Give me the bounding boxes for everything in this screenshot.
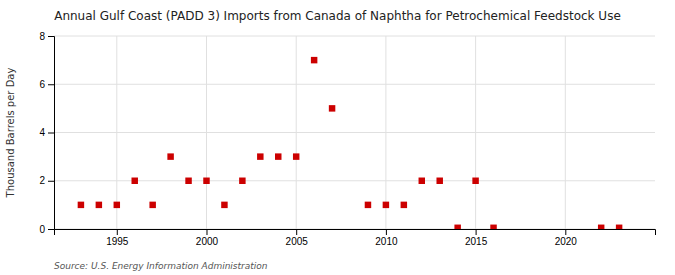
- x-axis: 1995 2000 2005 2010 2015 2020: [55, 229, 656, 247]
- y-grid-line: [54, 132, 655, 133]
- x-tick-label: 2010: [375, 236, 398, 247]
- x-tick-label: 2000: [196, 236, 219, 247]
- x-tick-label: 2005: [286, 236, 309, 247]
- x-tick: 2005: [286, 229, 309, 247]
- point: [167, 153, 173, 159]
- x-tick-mark: [296, 229, 297, 235]
- chart: 1995 2000 2005 2010 2015 2020 0 2 4 6 8 Annual Gulf…: [0, 0, 675, 275]
- y-tick-mark: [48, 181, 54, 182]
- point: [616, 225, 622, 229]
- y-tick: 6: [39, 79, 54, 90]
- y-tick-mark: [48, 84, 54, 85]
- point: [436, 178, 442, 184]
- point: [490, 225, 496, 229]
- point: [96, 202, 102, 208]
- y-tick-label: 2: [39, 175, 45, 186]
- point: [114, 202, 120, 208]
- point: [131, 178, 137, 184]
- point: [185, 178, 191, 184]
- x-tick-label: 2020: [555, 236, 578, 247]
- y-grid-line: [54, 180, 655, 181]
- point: [203, 178, 209, 184]
- x-tick-mark: [476, 229, 477, 235]
- point: [472, 178, 478, 184]
- point: [329, 105, 335, 111]
- y-tick: 0: [39, 224, 54, 235]
- y-tick-label: 0: [39, 224, 45, 235]
- y-tick-mark: [48, 36, 54, 37]
- point: [365, 202, 371, 208]
- x-tick: 1995: [106, 229, 129, 247]
- x-tick-mark: [386, 229, 387, 235]
- x-tick: 2010: [375, 229, 398, 247]
- y-tick-mark: [48, 133, 54, 134]
- point: [401, 202, 407, 208]
- y-axis-title: Thousand Barrels per Day: [5, 68, 16, 199]
- y-tick: 8: [39, 31, 54, 42]
- x-tick-mark: [206, 229, 207, 235]
- point: [275, 153, 281, 159]
- point: [598, 225, 604, 229]
- y-axis: 0 2 4 6 8: [39, 31, 54, 235]
- point: [149, 202, 155, 208]
- grid: [54, 36, 655, 229]
- y-tick-label: 4: [39, 127, 45, 138]
- x-tick: 2020: [555, 229, 578, 247]
- point: [419, 178, 425, 184]
- y-tick-label: 8: [39, 31, 45, 42]
- x-tick: 2000: [196, 229, 219, 247]
- title: Annual Gulf Coast (PADD 3) Imports from …: [54, 9, 621, 23]
- source-note: Source: U.S. Energy Information Administ…: [54, 261, 268, 271]
- y-grid-line: [54, 84, 655, 85]
- point: [454, 225, 460, 229]
- y-grid-line: [54, 36, 655, 37]
- y-tick: 2: [39, 175, 54, 186]
- x-axis-line: [55, 230, 656, 236]
- x-tick-mark: [117, 229, 118, 235]
- x-tick-label: 2015: [465, 236, 488, 247]
- point: [221, 202, 227, 208]
- x-tick-mark: [565, 229, 566, 235]
- point: [311, 57, 317, 63]
- point: [78, 202, 84, 208]
- y-axis-line: [48, 37, 55, 230]
- point: [383, 202, 389, 208]
- y-tick: 4: [39, 127, 54, 138]
- x-tick: 2015: [465, 229, 488, 247]
- x-tick-label: 1995: [106, 236, 129, 247]
- point: [293, 153, 299, 159]
- point: [257, 153, 263, 159]
- y-tick-mark: [48, 229, 54, 230]
- y-tick-label: 6: [39, 79, 45, 90]
- point: [239, 178, 245, 184]
- points: [78, 57, 623, 229]
